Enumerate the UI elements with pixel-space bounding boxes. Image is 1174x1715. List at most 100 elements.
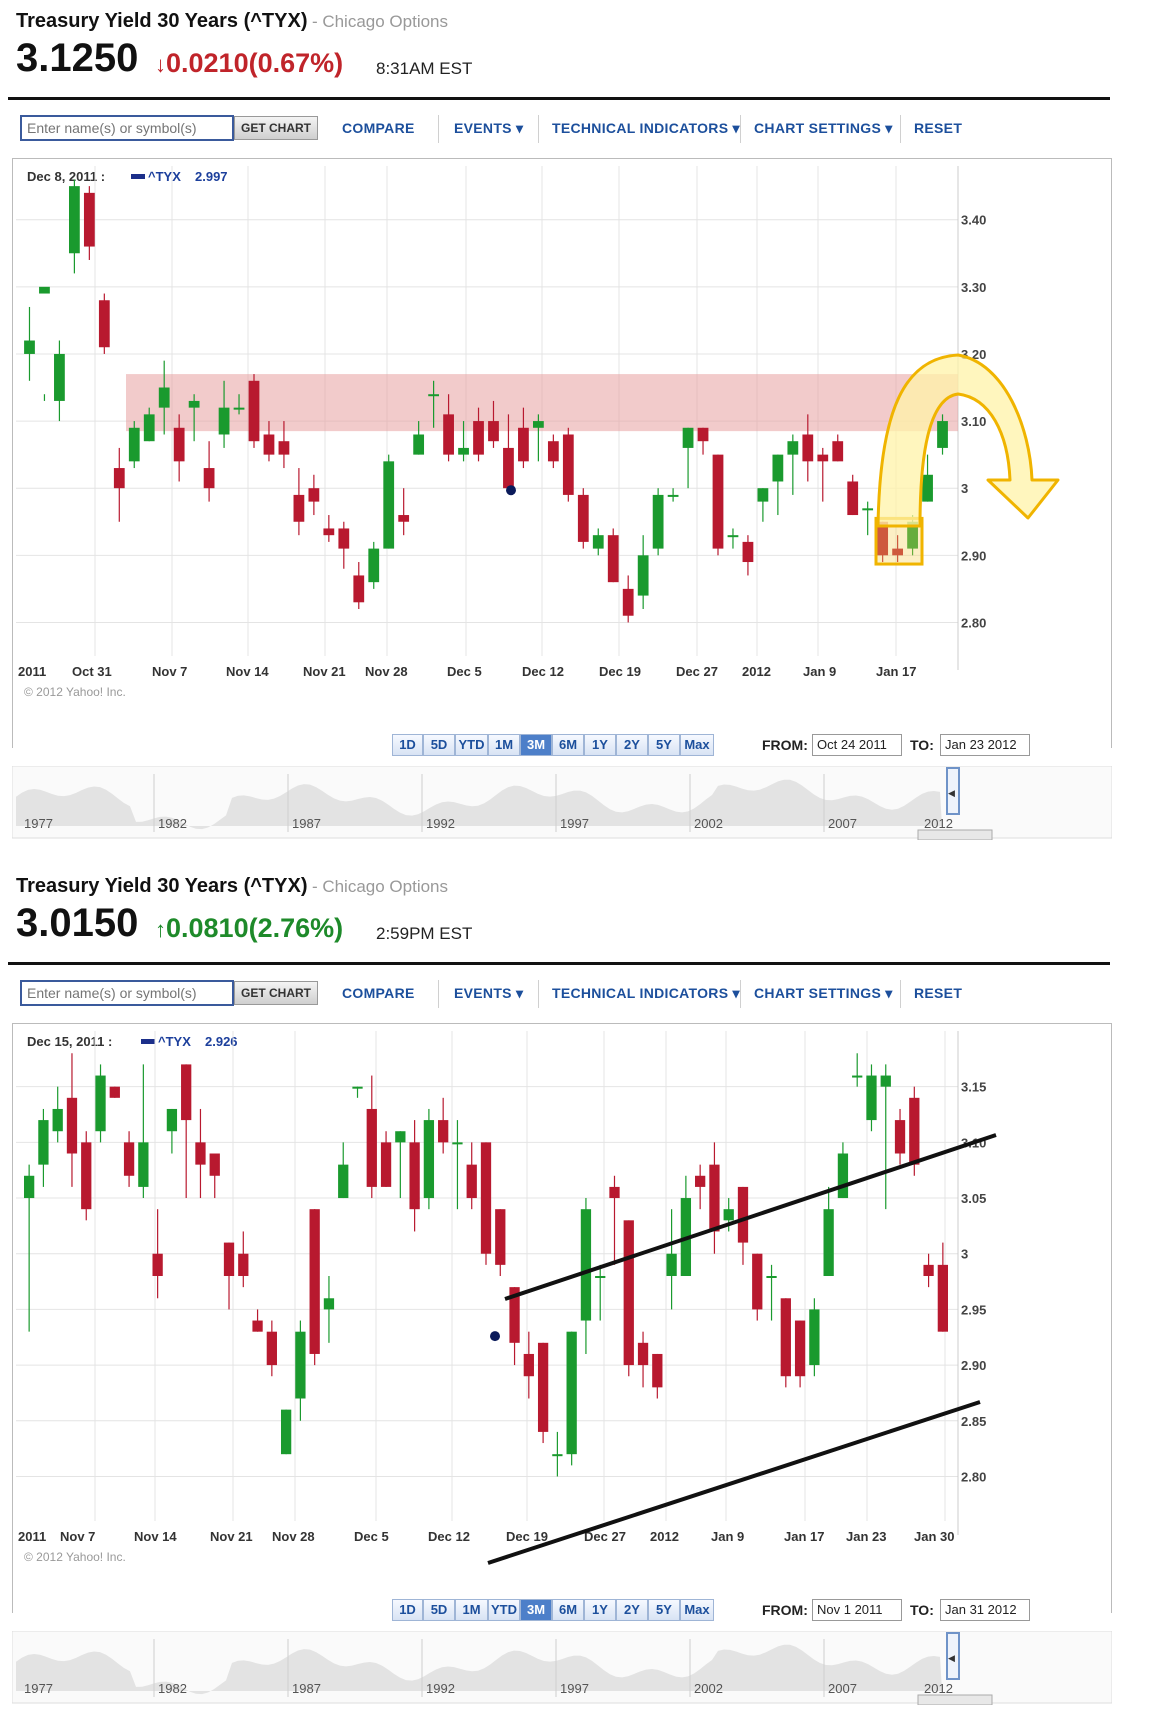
candle-down[interactable] [109, 1086, 120, 1098]
symbol-input[interactable] [20, 115, 234, 141]
candle-down[interactable] [547, 441, 559, 462]
candle-up[interactable] [682, 427, 694, 448]
candle-down[interactable] [113, 468, 125, 489]
symbol-input[interactable] [20, 980, 234, 1006]
candle-down[interactable] [488, 421, 499, 442]
range-button-2y[interactable]: 2Y [616, 734, 648, 756]
get-chart-button[interactable]: GET CHART [234, 981, 318, 1005]
candle-up[interactable] [52, 1108, 63, 1132]
from-date-field[interactable]: Nov 1 2011 [812, 1599, 902, 1621]
range-button-1d[interactable]: 1D [392, 734, 423, 756]
candle-down[interactable] [877, 521, 889, 556]
candle-up[interactable] [667, 494, 679, 497]
candle-up[interactable] [880, 1075, 891, 1087]
candle-up[interactable] [772, 454, 784, 482]
candle-up[interactable] [666, 1253, 677, 1276]
candle-up[interactable] [368, 548, 380, 583]
candle-up[interactable] [383, 461, 395, 549]
candle-up[interactable] [552, 1454, 563, 1457]
range-button-1d[interactable]: 1D [392, 1599, 423, 1621]
quote-source[interactable]: - Chicago Options [311, 12, 449, 31]
technical-indicators-menu[interactable]: TECHNICAL INDICATORS ▾ [552, 985, 740, 1001]
candle-down[interactable] [802, 434, 814, 462]
to-date-field[interactable]: Jan 23 2012 [940, 734, 1030, 756]
candle-down[interactable] [817, 454, 829, 462]
events-menu[interactable]: EVENTS ▾ [454, 985, 524, 1001]
candle-down[interactable] [66, 1097, 78, 1154]
candle-up[interactable] [757, 488, 769, 502]
range-button-max[interactable]: Max [680, 734, 714, 756]
candle-down[interactable] [752, 1253, 763, 1310]
candle-down[interactable] [366, 1108, 377, 1187]
candle-down[interactable] [209, 1153, 220, 1176]
candle-down[interactable] [223, 1242, 235, 1276]
range-button-max[interactable]: Max [680, 1599, 714, 1621]
compare-link[interactable]: COMPARE [342, 120, 415, 136]
candle-up[interactable] [38, 1120, 49, 1165]
navigator-scrollbar[interactable] [917, 1694, 993, 1705]
reset-link[interactable]: RESET [914, 120, 963, 136]
candle-up[interactable] [352, 1086, 363, 1089]
candle-up[interactable] [54, 353, 65, 401]
candlestick-chart[interactable]: Dec 15, 2011 : ^TYX 2.926 © 2012 Yahoo! … [0, 1023, 1174, 1623]
candle-down[interactable] [409, 1142, 420, 1210]
candle-up[interactable] [423, 1120, 435, 1199]
range-button-6m[interactable]: 6M [552, 1599, 584, 1621]
candle-down[interactable] [780, 1298, 791, 1377]
candle-down[interactable] [894, 1120, 906, 1154]
candle-up[interactable] [23, 1175, 35, 1199]
candle-up[interactable] [166, 1108, 178, 1132]
candle-up[interactable] [233, 407, 245, 410]
candle-up[interactable] [823, 1209, 834, 1276]
candle-up[interactable] [766, 1276, 777, 1278]
candle-up[interactable] [866, 1075, 877, 1121]
quote-source[interactable]: - Chicago Options [311, 877, 449, 896]
candle-up[interactable] [338, 1164, 349, 1199]
candle-down[interactable] [398, 515, 410, 522]
range-button-1m[interactable]: 1M [488, 734, 520, 756]
candle-down[interactable] [466, 1164, 477, 1199]
candle-down[interactable] [623, 1220, 634, 1366]
candle-down[interactable] [266, 1331, 277, 1366]
range-button-1y[interactable]: 1Y [584, 1599, 616, 1621]
candle-up[interactable] [595, 1276, 606, 1278]
candle-down[interactable] [278, 441, 290, 455]
candle-up[interactable] [837, 1153, 849, 1199]
candle-down[interactable] [238, 1253, 249, 1276]
events-menu[interactable]: EVENTS ▾ [454, 120, 524, 136]
candle-down[interactable] [181, 1064, 192, 1121]
candle-down[interactable] [338, 528, 350, 549]
candle-down[interactable] [83, 192, 95, 247]
candle-down[interactable] [695, 1175, 706, 1187]
candle-up[interactable] [937, 421, 948, 448]
range-button-5d[interactable]: 5D [423, 734, 455, 756]
navigator-scrollbar[interactable] [917, 829, 993, 840]
candle-down[interactable] [503, 447, 514, 489]
candle-down[interactable] [98, 300, 110, 348]
candle-up[interactable] [323, 1298, 335, 1310]
navigator-handle[interactable] [946, 767, 960, 815]
chart-settings-menu[interactable]: CHART SETTINGS ▾ [754, 985, 893, 1001]
range-button-5y[interactable]: 5Y [648, 734, 680, 756]
candle-down[interactable] [737, 1186, 749, 1243]
candle-down[interactable] [248, 380, 260, 442]
candle-down[interactable] [252, 1320, 263, 1332]
candle-down[interactable] [697, 427, 709, 442]
candle-down[interactable] [847, 481, 859, 516]
candle-down[interactable] [892, 548, 904, 556]
candle-down[interactable] [937, 1264, 949, 1332]
candle-up[interactable] [128, 427, 140, 462]
history-navigator[interactable]: 1977 1982 1987 1992 1997 2002 2007 2012 ◀ [12, 766, 1112, 840]
candle-up[interactable] [580, 1209, 592, 1321]
candle-up[interactable] [295, 1331, 306, 1399]
candle-down[interactable] [562, 434, 574, 495]
candle-up[interactable] [723, 1209, 734, 1221]
candle-down[interactable] [712, 454, 724, 549]
history-navigator[interactable]: 1977 1982 1987 1992 1997 2002 2007 2012 ◀ [12, 1631, 1112, 1705]
candle-up[interactable] [413, 434, 425, 455]
candle-down[interactable] [323, 528, 335, 536]
candle-down[interactable] [173, 427, 185, 462]
candle-down[interactable] [495, 1209, 506, 1265]
candle-up[interactable] [862, 508, 874, 511]
range-button-1y[interactable]: 1Y [584, 734, 616, 756]
